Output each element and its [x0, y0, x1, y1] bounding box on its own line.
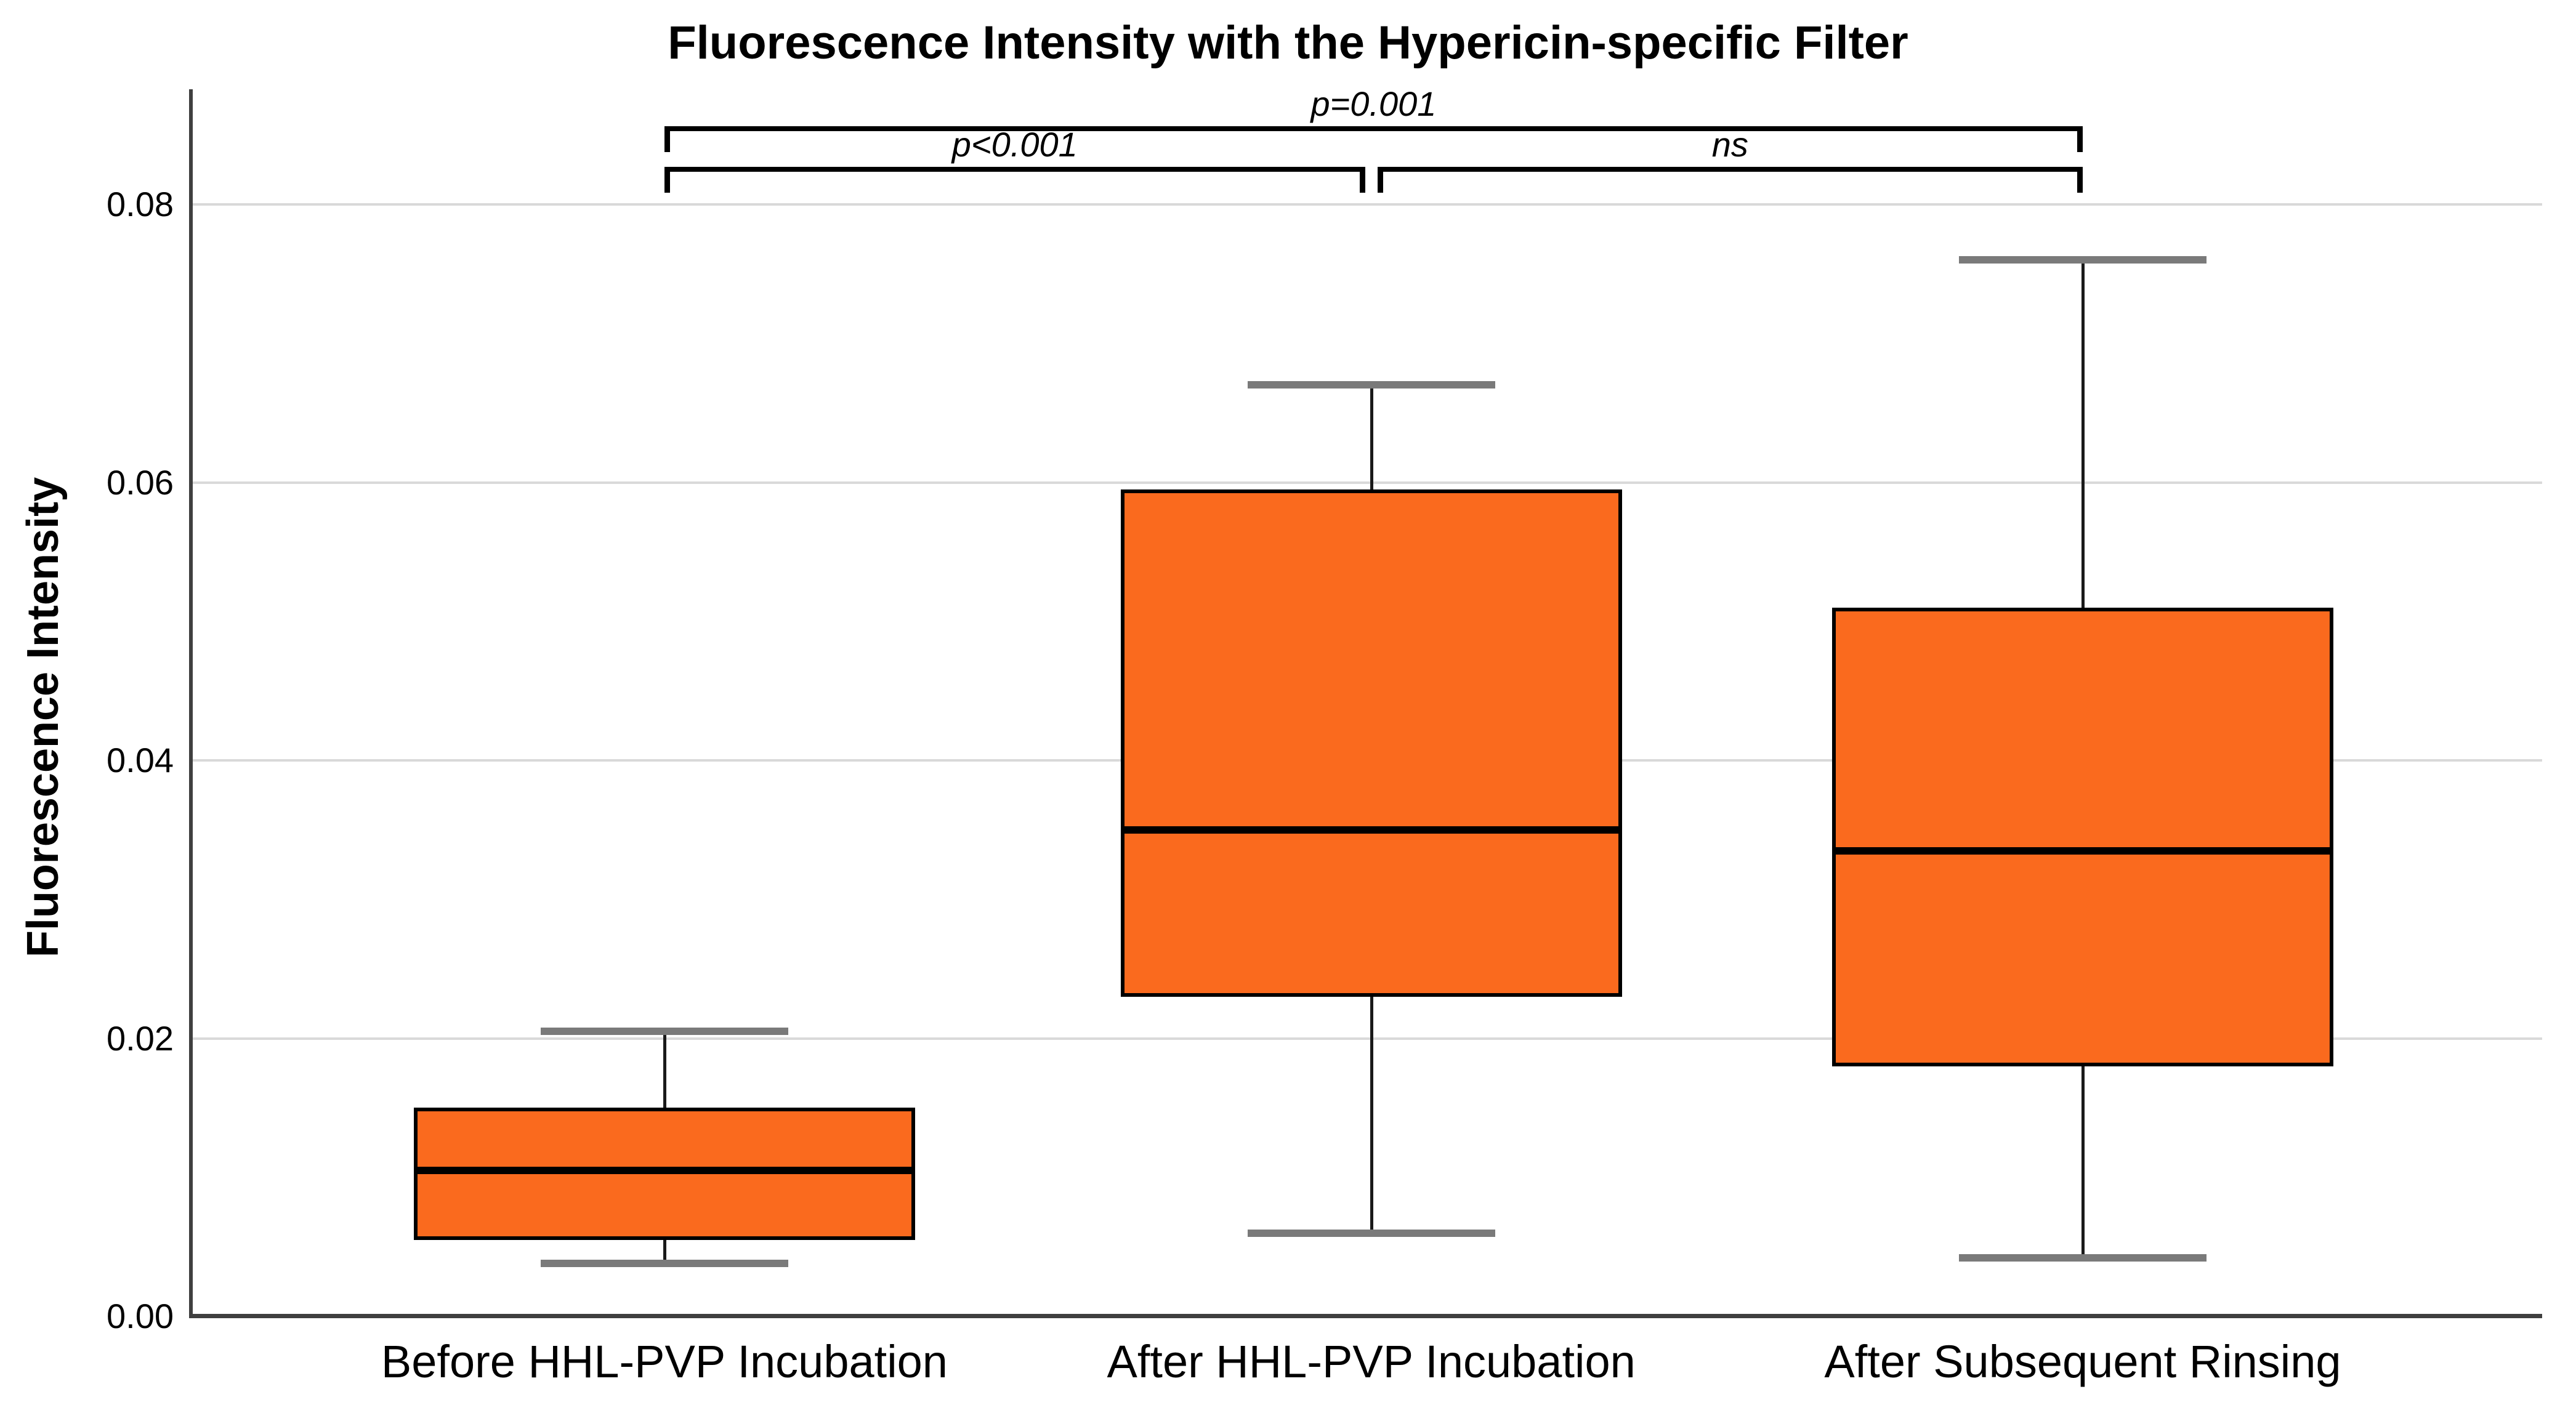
whisker-upper-line — [2081, 260, 2085, 608]
y-tick-label: 0.02 — [107, 1018, 174, 1058]
significance-bracket-line — [664, 126, 2083, 131]
whisker-cap-lower — [540, 1260, 788, 1268]
significance-label: p<0.001 — [951, 125, 1078, 164]
whisker-upper-line — [1370, 385, 1373, 489]
x-category-label: Before HHL-PVP Incubation — [381, 1336, 948, 1387]
whisker-cap-upper — [540, 1028, 788, 1036]
whisker-cap-upper — [1958, 256, 2207, 264]
y-gridline — [191, 203, 2542, 206]
y-tick-label: 0.04 — [107, 741, 174, 779]
x-category-label: After HHL-PVP Incubation — [1107, 1336, 1636, 1387]
significance-bracket-line — [664, 167, 1365, 172]
x-category-label: After Subsequent Rinsing — [1824, 1336, 2341, 1387]
significance-bracket-tick-right — [2077, 167, 2083, 193]
significance-label: ns — [1711, 125, 1748, 164]
box-3 — [1831, 607, 2333, 1066]
x-axis-line — [189, 1314, 2542, 1318]
chart-title: Fluorescence Intensity with the Hyperici… — [668, 17, 1908, 69]
median-line — [1831, 847, 2333, 855]
y-gridline — [191, 481, 2542, 484]
whisker-cap-lower — [1247, 1229, 1495, 1237]
significance-bracket-tick-right — [1359, 167, 1365, 193]
whisker-lower-line — [663, 1239, 666, 1264]
whisker-cap-upper — [1247, 381, 1495, 389]
significance-bracket-tick-right — [2077, 126, 2083, 152]
whisker-cap-lower — [1958, 1254, 2207, 1262]
significance-bracket-line — [1377, 167, 2083, 172]
whisker-lower-line — [2081, 1066, 2085, 1258]
y-axis-line — [189, 89, 193, 1316]
significance-label: p=0.001 — [1310, 84, 1437, 123]
median-line — [413, 1166, 915, 1174]
significance-bracket-tick-left — [664, 126, 670, 152]
y-gridline — [191, 1037, 2542, 1040]
y-tick-label: 0.08 — [107, 185, 174, 223]
median-line — [1120, 826, 1622, 834]
y-tick-label: 0.00 — [107, 1297, 174, 1335]
box-2 — [1120, 489, 1622, 997]
whisker-upper-line — [663, 1031, 666, 1108]
significance-bracket-tick-left — [664, 167, 670, 193]
whisker-lower-line — [1370, 996, 1373, 1233]
y-tick-label: 0.06 — [107, 462, 174, 502]
y-axis-title: Fluorescence Intensity — [18, 477, 68, 958]
significance-bracket-tick-left — [1377, 167, 1383, 193]
